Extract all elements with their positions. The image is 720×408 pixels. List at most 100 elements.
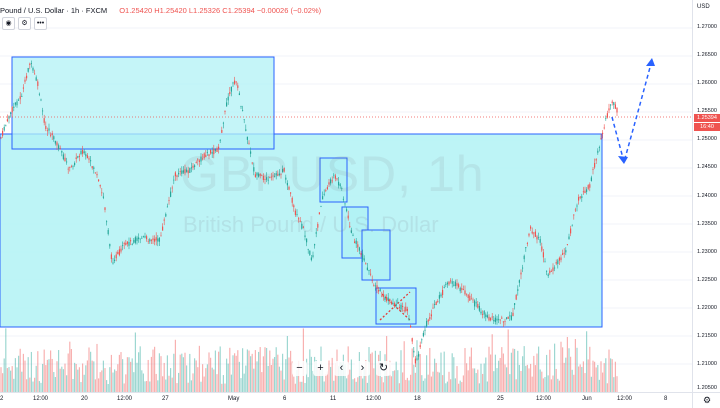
volume-bar: [240, 378, 242, 392]
candle-body: [11, 107, 13, 113]
volume-bar: [477, 369, 479, 392]
time-tick: 11: [330, 396, 337, 402]
candle-body: [205, 154, 207, 158]
chart-plot-area[interactable]: Pound / U.S. Dollar · 1h · FXCM O1.25420…: [0, 0, 692, 392]
candle-body: [334, 175, 336, 179]
candle-body: [307, 248, 309, 250]
candle-body: [293, 205, 295, 208]
volume-bar: [373, 368, 375, 392]
scroll-right-button[interactable]: ›: [355, 361, 370, 376]
more-button[interactable]: •••: [34, 17, 47, 30]
time-axis[interactable]: 2 12:00 20 12:00 27 May 6 11 12:00 18 25…: [0, 392, 692, 408]
range-box-large[interactable]: [0, 133, 603, 328]
zoom-out-button[interactable]: −: [292, 361, 307, 376]
volume-bar: [312, 370, 314, 392]
candle-body: [120, 248, 122, 252]
zoom-in-button[interactable]: +: [313, 361, 328, 376]
volume-bar: [496, 368, 498, 392]
candle-body: [6, 119, 8, 122]
volume-bar: [584, 373, 586, 392]
candle-body: [510, 315, 512, 320]
candle-body: [314, 244, 316, 246]
candle-body: [208, 154, 210, 157]
volume-bar: [210, 357, 212, 392]
candle-body: [526, 243, 528, 244]
volume-bar: [560, 341, 562, 392]
volume-bar: [302, 328, 304, 392]
price-axis[interactable]: USD 1.27000 1.26500 1.26000 1.25500 1.25…: [692, 0, 720, 392]
candle-body: [90, 160, 92, 162]
price-tick: 1.21000: [697, 361, 717, 367]
volume-bar: [3, 358, 5, 392]
volume-bar: [162, 376, 164, 392]
volume-bar: [30, 351, 32, 392]
volume-bar: [61, 366, 63, 392]
volume-bar: [464, 348, 466, 392]
candle-body: [574, 209, 576, 211]
chart-settings-corner[interactable]: ⚙: [692, 392, 720, 408]
candle-body: [571, 225, 573, 227]
candle-body: [117, 251, 119, 255]
candle-body: [106, 221, 108, 223]
candle-body: [110, 254, 112, 260]
volume-bar: [291, 361, 293, 392]
candle-body: [350, 230, 352, 233]
eye-icon[interactable]: ◉: [2, 17, 15, 30]
volume-bar: [11, 366, 13, 392]
time-tick: Jun: [582, 396, 592, 402]
gear-icon[interactable]: ⚙: [702, 395, 712, 405]
candle-body: [158, 237, 160, 242]
reset-chart-button[interactable]: ↻: [376, 361, 391, 376]
candle-body: [189, 168, 191, 173]
volume-bar: [573, 374, 575, 392]
volume-bar: [485, 357, 487, 392]
volume-bar: [227, 363, 229, 392]
candle-body: [429, 317, 431, 320]
volume-bar: [26, 379, 28, 392]
volume-bar: [186, 365, 188, 392]
volume-bar: [592, 360, 594, 392]
gear-icon[interactable]: ⚙: [18, 17, 31, 30]
volume-bar: [494, 354, 496, 392]
volume-bar: [272, 358, 274, 392]
scroll-left-button[interactable]: ‹: [334, 361, 349, 376]
candle-body: [181, 170, 183, 174]
volume-bar: [205, 368, 207, 392]
candle-body: [534, 231, 536, 237]
volume-bar: [376, 363, 378, 392]
volume-bar: [498, 360, 500, 392]
time-tick: 27: [162, 396, 169, 402]
volume-bar: [542, 378, 544, 392]
volume-bar: [22, 353, 24, 392]
volume-bar: [245, 365, 247, 392]
volume-bar: [582, 361, 584, 392]
range-box-upper[interactable]: [11, 56, 275, 150]
volume-bar: [456, 366, 458, 392]
volume-bar: [536, 353, 538, 392]
symbol-title[interactable]: Pound / U.S. Dollar · 1h · FXCM: [0, 6, 108, 15]
price-chart[interactable]: [0, 0, 692, 392]
candle-body: [558, 257, 560, 261]
volume-bar: [422, 380, 424, 392]
candle-body: [576, 205, 578, 207]
candle-body: [603, 127, 605, 129]
candle-body: [48, 128, 50, 131]
volume-bar: [141, 370, 143, 392]
candle-body: [253, 167, 255, 172]
volume-bar: [437, 371, 439, 392]
candle-body: [563, 252, 565, 254]
volume-bar: [13, 378, 15, 392]
candle-body: [525, 247, 527, 249]
volume-bar: [539, 369, 541, 392]
projection-path[interactable]: [611, 59, 653, 165]
volume-bar: [552, 375, 554, 392]
candle-body: [446, 282, 448, 285]
volume-bar: [85, 365, 87, 392]
candle-body: [165, 213, 167, 217]
pattern-box-3[interactable]: [361, 229, 391, 281]
price-tick: 1.25000: [697, 136, 717, 142]
volume-bar: [410, 374, 412, 392]
candle-body: [557, 260, 559, 264]
volume-bar: [50, 350, 52, 392]
volume-bar: [381, 377, 383, 392]
